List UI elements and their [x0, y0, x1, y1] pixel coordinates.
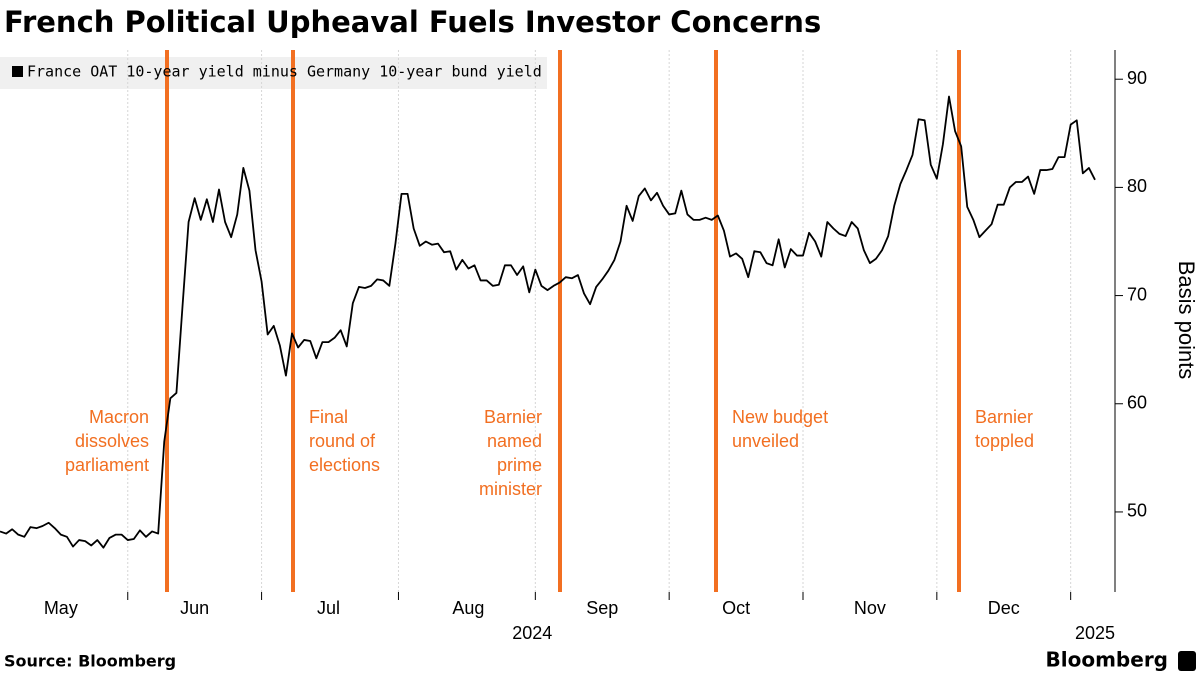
chart-title: French Political Upheaval Fuels Investor…	[4, 5, 821, 39]
event-label: Barnier	[484, 407, 542, 427]
y-tick-label: 90	[1127, 68, 1147, 88]
y-axis-title: Basis points	[1174, 261, 1199, 380]
event-label: Macron	[89, 407, 149, 427]
event-label: parliament	[65, 455, 149, 475]
x-tick-label: Nov	[854, 598, 886, 618]
event-label: named	[487, 431, 542, 451]
event-label: minister	[479, 479, 542, 499]
event-label: dissolves	[75, 431, 149, 451]
legend-label: France OAT 10-year yield minus Germany 1…	[27, 63, 542, 81]
x-tick-label: Jun	[180, 598, 209, 618]
legend-box	[0, 57, 547, 89]
event-label: Final	[309, 407, 348, 427]
legend-swatch	[12, 66, 23, 77]
event-label: unveiled	[732, 431, 799, 451]
event-label: prime	[497, 455, 542, 475]
year-label: 2025	[1075, 623, 1115, 643]
x-tick-label: Dec	[988, 598, 1020, 618]
y-tick-label: 80	[1127, 176, 1147, 196]
year-label: 2024	[512, 623, 552, 643]
x-tick-label: Aug	[452, 598, 484, 618]
event-label: Barnier	[975, 407, 1033, 427]
x-tick-label: Sep	[586, 598, 618, 618]
y-tick-label: 70	[1127, 284, 1147, 304]
source: Source: Bloomberg	[4, 652, 176, 671]
event-label: elections	[309, 455, 380, 475]
brand: Bloomberg	[1046, 648, 1168, 672]
y-tick-label: 60	[1127, 393, 1147, 413]
event-label: round of	[309, 431, 376, 451]
x-tick-label: Jul	[317, 598, 340, 618]
y-tick-label: 50	[1127, 501, 1147, 521]
event-label: toppled	[975, 431, 1034, 451]
brand-icon	[1178, 651, 1196, 671]
event-label: New budget	[732, 407, 828, 427]
series-line	[0, 95, 1096, 549]
x-tick-label: May	[44, 598, 78, 618]
x-tick-label: Oct	[722, 598, 750, 618]
